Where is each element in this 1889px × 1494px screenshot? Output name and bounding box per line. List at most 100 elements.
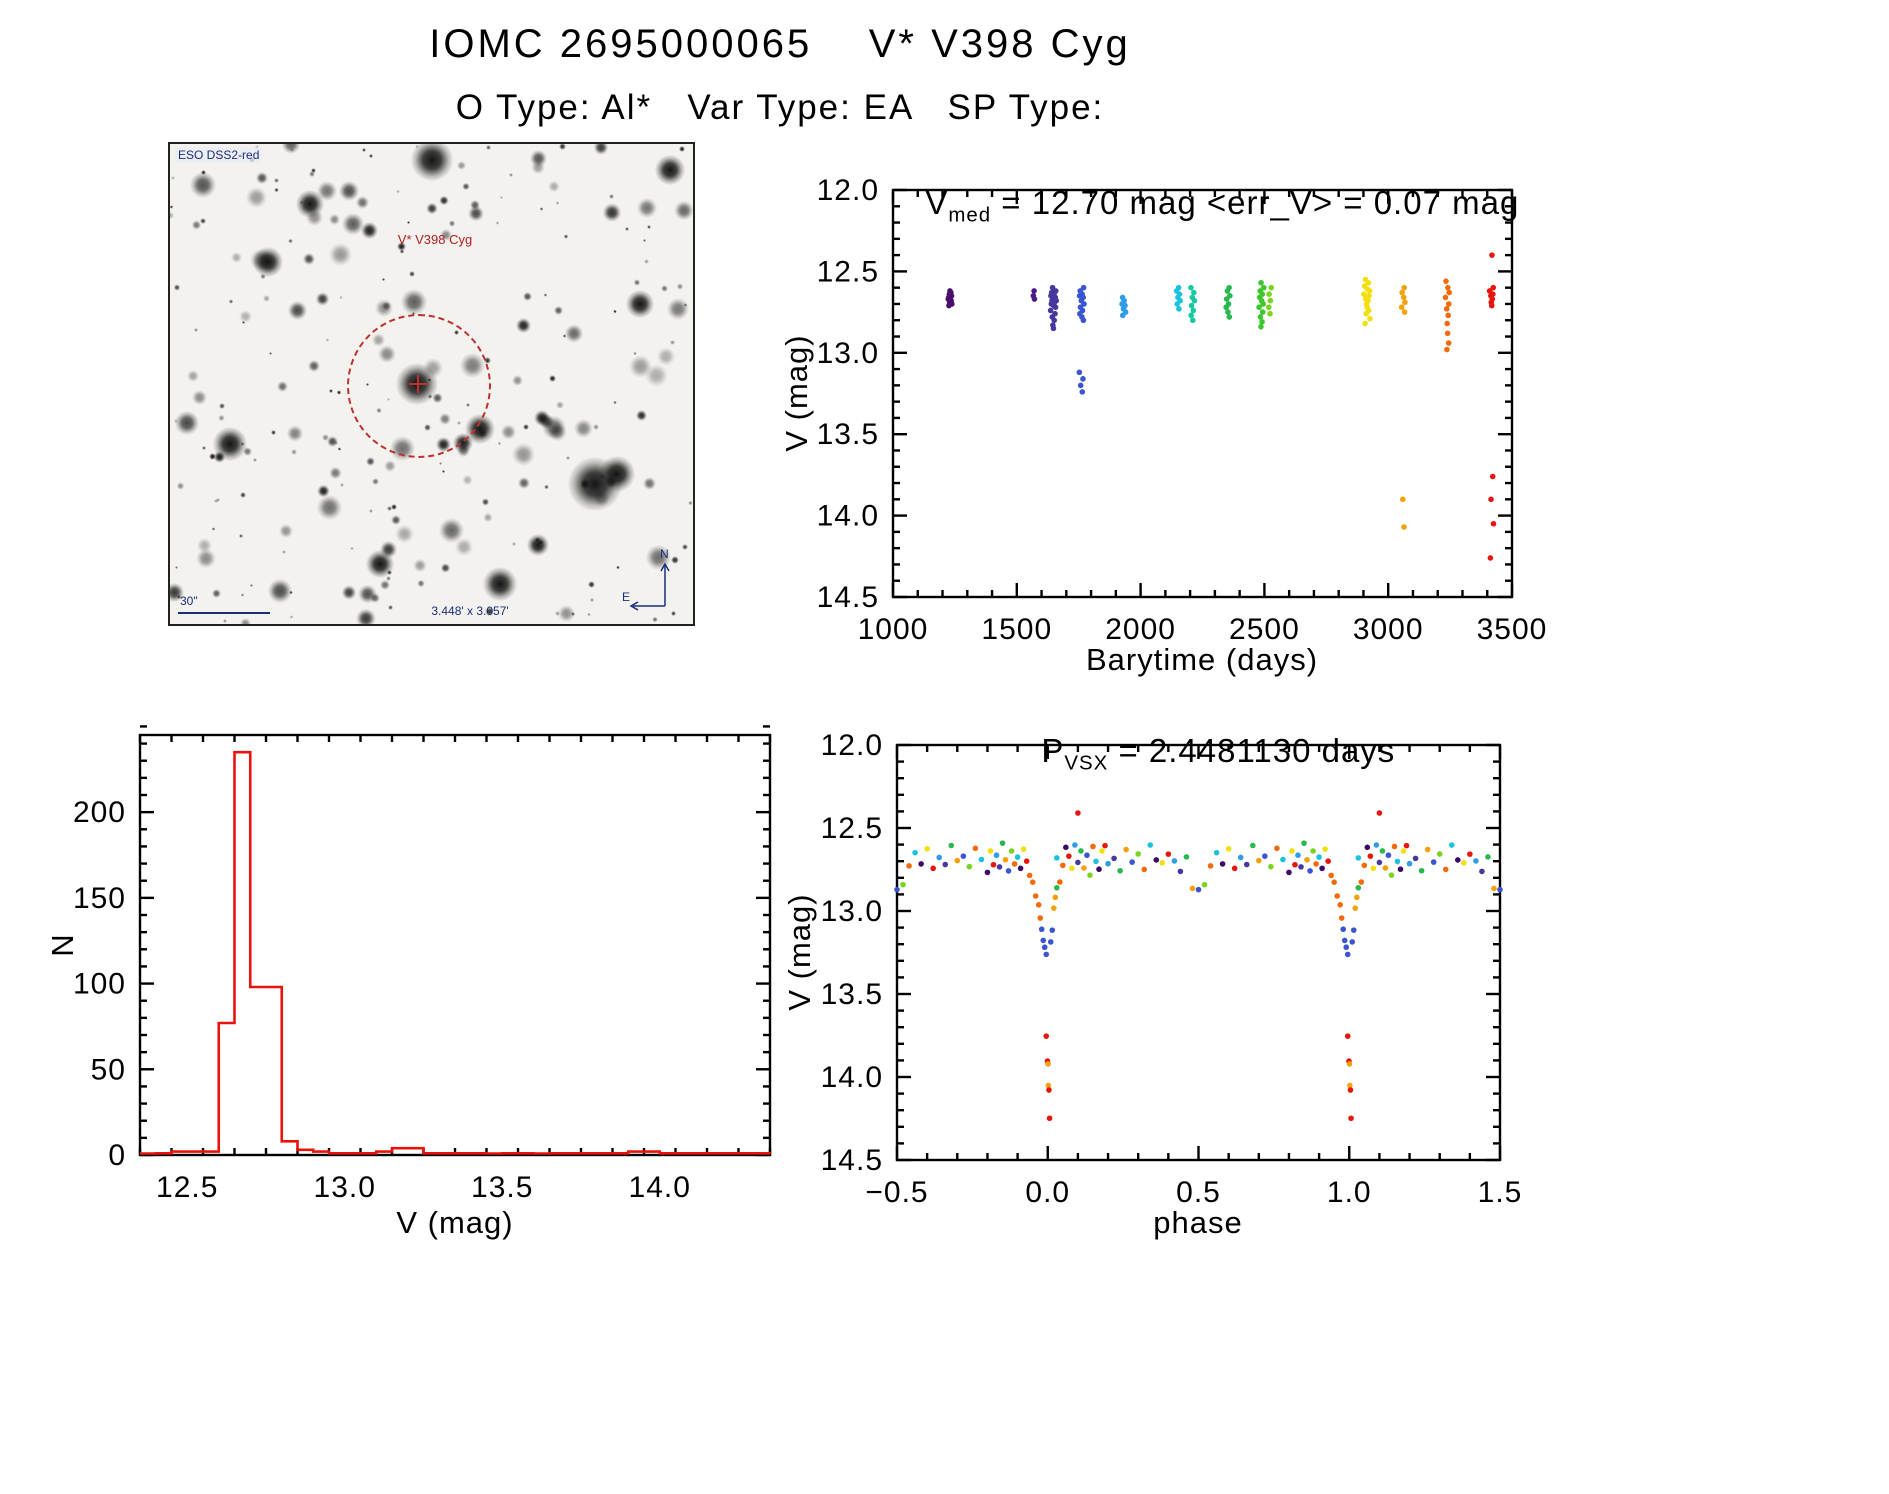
star-dot: [336, 390, 342, 396]
star-dot: [667, 297, 690, 320]
star-dot: [322, 433, 329, 441]
star-dot: [288, 238, 294, 244]
scale-label: 30": [180, 594, 198, 608]
svg-text:13.0: 13.0: [817, 337, 879, 370]
star-dot: [400, 288, 427, 315]
star-dot: [281, 550, 286, 554]
star-dot: [340, 483, 344, 487]
star-dot: [644, 259, 650, 265]
star-dot: [626, 290, 654, 318]
star-dot: [482, 512, 493, 523]
star-dot: [483, 567, 517, 601]
phase-ylabel: V (mag): [782, 893, 817, 1011]
star-dot: [337, 447, 342, 452]
phase-xlabel: phase: [1153, 1205, 1243, 1240]
histogram-xlabel: V (mag): [396, 1205, 514, 1240]
star-dot: [390, 514, 401, 525]
star-dot: [462, 182, 471, 191]
star-dot: [366, 550, 394, 578]
star-dot: [425, 202, 438, 215]
svg-text:50: 50: [91, 1053, 126, 1086]
star-dot: [438, 461, 443, 466]
star-dot: [408, 270, 415, 277]
star-dot: [544, 484, 549, 490]
star-dot: [573, 418, 594, 438]
star-dot: [170, 204, 174, 209]
star-dot: [397, 241, 407, 252]
star-dot: [238, 309, 253, 324]
svg-text:1000: 1000: [858, 613, 929, 646]
star-dot: [413, 558, 427, 573]
star-dot: [325, 338, 330, 342]
star-dot: [527, 533, 549, 556]
star-dot: [515, 317, 531, 333]
star-dot: [368, 508, 373, 513]
star-dot: [388, 605, 393, 610]
star-dot: [523, 291, 533, 301]
star-dot: [481, 498, 490, 506]
svg-text:12.5: 12.5: [821, 812, 883, 845]
star-dot: [274, 178, 280, 184]
star-dot: [356, 608, 376, 624]
star-dot: [289, 615, 293, 619]
star-dot: [252, 246, 284, 278]
svg-text:1.0: 1.0: [1327, 1176, 1372, 1209]
star-dot: [566, 456, 570, 460]
star-dot: [173, 284, 181, 291]
star-dot: [307, 360, 320, 373]
star-dot: [255, 171, 269, 185]
lightcurve-tick-labels: 1000 1500 2000 2500 3000 3500 12.0 12.5 13.0 13.5…: [817, 174, 1548, 646]
star-dot: [200, 218, 206, 224]
star-dot: [548, 374, 557, 382]
star-dot: [642, 238, 646, 243]
page-subtitle: O Type: Al* Var Type: EA SP Type:: [455, 88, 1105, 127]
star-dot: [406, 220, 411, 225]
svg-text:13.5: 13.5: [471, 1171, 533, 1204]
svg-text:0: 0: [108, 1139, 126, 1172]
star-dot: [175, 411, 199, 435]
star-dot: [651, 616, 658, 623]
phase-chart: −0.5 0.0 0.5 1.0 1.5 12.0 12.5 13.0 13.5 14.0 14.5: [821, 729, 1522, 1209]
star-dot: [218, 402, 226, 410]
star-dot: [202, 446, 206, 450]
svg-text:−0.5: −0.5: [865, 1176, 928, 1209]
star-dot: [484, 356, 492, 364]
star-dot: [177, 482, 185, 490]
star-dot: [342, 585, 357, 600]
star-dot: [239, 534, 243, 538]
star-dot: [679, 146, 686, 153]
star-dot: [511, 374, 523, 386]
star-dot: [633, 351, 637, 355]
lightcurve-chart: 1000 1500 2000 2500 3000 3500 12.0 12.5 13.0 13.5…: [817, 174, 1548, 646]
star-dot: [268, 579, 292, 604]
target-cross-icon-vertical: [417, 375, 419, 393]
star-dot: [499, 195, 504, 200]
svg-text:14.5: 14.5: [817, 581, 879, 614]
star-dot: [548, 181, 560, 193]
histogram-chart: 12.5 13.0 13.5 14.0 0 50 100 150 200: [73, 725, 772, 1204]
star-dot: [252, 458, 257, 463]
star-dot: [500, 424, 516, 440]
star-dot: [196, 549, 216, 569]
star-dot: [512, 542, 516, 546]
star-dot: [454, 537, 474, 557]
star-dot: [341, 212, 364, 235]
star-dot: [588, 580, 596, 588]
star-dot: [286, 425, 304, 442]
star-dot: [613, 309, 617, 314]
svg-text:13.0: 13.0: [821, 895, 883, 928]
star-dot: [636, 410, 647, 422]
star-dot: [555, 201, 560, 205]
svg-text:12.5: 12.5: [156, 1171, 218, 1204]
star-dot: [223, 619, 228, 623]
star-dot: [462, 474, 474, 486]
star-dot: [676, 283, 684, 290]
svg-text:0.0: 0.0: [1025, 1176, 1070, 1209]
star-dot: [417, 579, 425, 588]
svg-text:3500: 3500: [1477, 613, 1548, 646]
star-dot: [469, 200, 480, 211]
svg-text:1500: 1500: [981, 613, 1052, 646]
histogram-axes: [138, 725, 772, 1157]
star-dot: [387, 506, 392, 511]
